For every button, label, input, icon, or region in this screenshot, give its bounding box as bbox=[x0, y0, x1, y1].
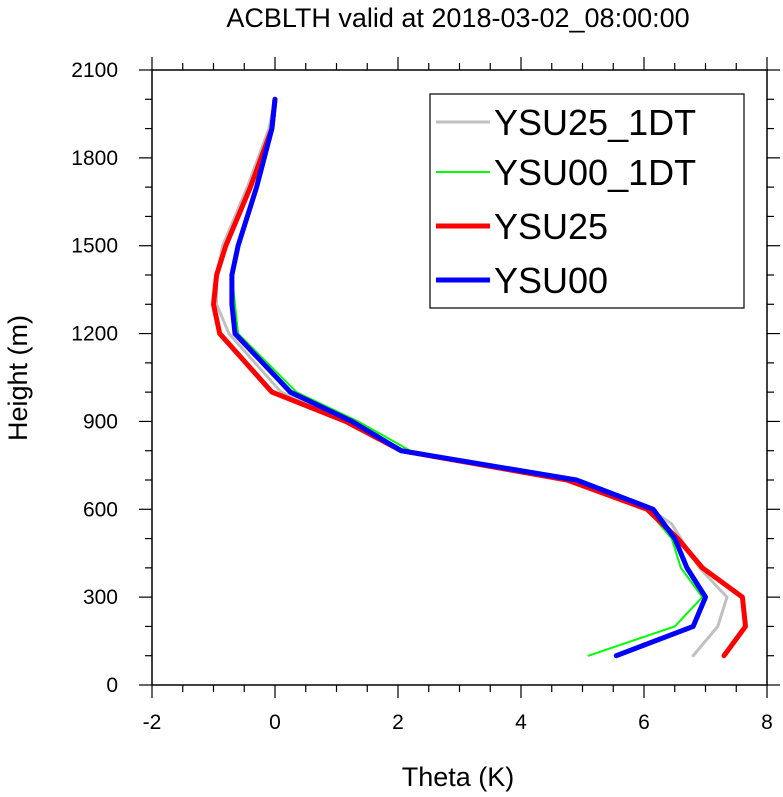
axis-ticks: -2 0 2 4 6 8 0 300 600 900 1200 1500 1800 2100 bbox=[71, 57, 780, 734]
series-layer bbox=[211, 96, 748, 659]
x-tick-label: 8 bbox=[761, 711, 773, 734]
y-tick-label: 300 bbox=[83, 586, 118, 609]
x-axis-label: Theta (K) bbox=[402, 762, 515, 792]
legend-label: YSU25_1DT bbox=[494, 102, 696, 143]
series-line-ysu25 bbox=[211, 96, 748, 659]
x-tick-label: 6 bbox=[638, 711, 650, 734]
y-tick-label: 1800 bbox=[71, 147, 118, 170]
legend-label: YSU25 bbox=[494, 206, 608, 247]
x-tick-label: 2 bbox=[392, 711, 404, 734]
legend-label: YSU00_1DT bbox=[494, 152, 696, 193]
y-tick-label: 2100 bbox=[71, 59, 118, 82]
chart-title: ACBLTH valid at 2018-03-02_08:00:00 bbox=[226, 3, 689, 33]
legend-box bbox=[429, 93, 745, 309]
y-axis-label: Height (m) bbox=[3, 315, 33, 441]
x-tick-label: -2 bbox=[143, 711, 162, 734]
x-tick-label: 4 bbox=[515, 711, 527, 734]
y-tick-label: 0 bbox=[106, 674, 118, 697]
x-tick-label: 0 bbox=[269, 711, 281, 734]
legend-label: YSU00 bbox=[494, 260, 608, 301]
series-line-ysu00 bbox=[229, 96, 708, 659]
y-tick-label: 900 bbox=[83, 410, 118, 433]
y-tick-label: 1500 bbox=[71, 235, 118, 258]
legend: YSU25_1DT YSU00_1DT YSU25 YSU00 bbox=[429, 93, 745, 309]
y-tick-label: 600 bbox=[83, 498, 118, 521]
y-tick-label: 1200 bbox=[71, 323, 118, 346]
